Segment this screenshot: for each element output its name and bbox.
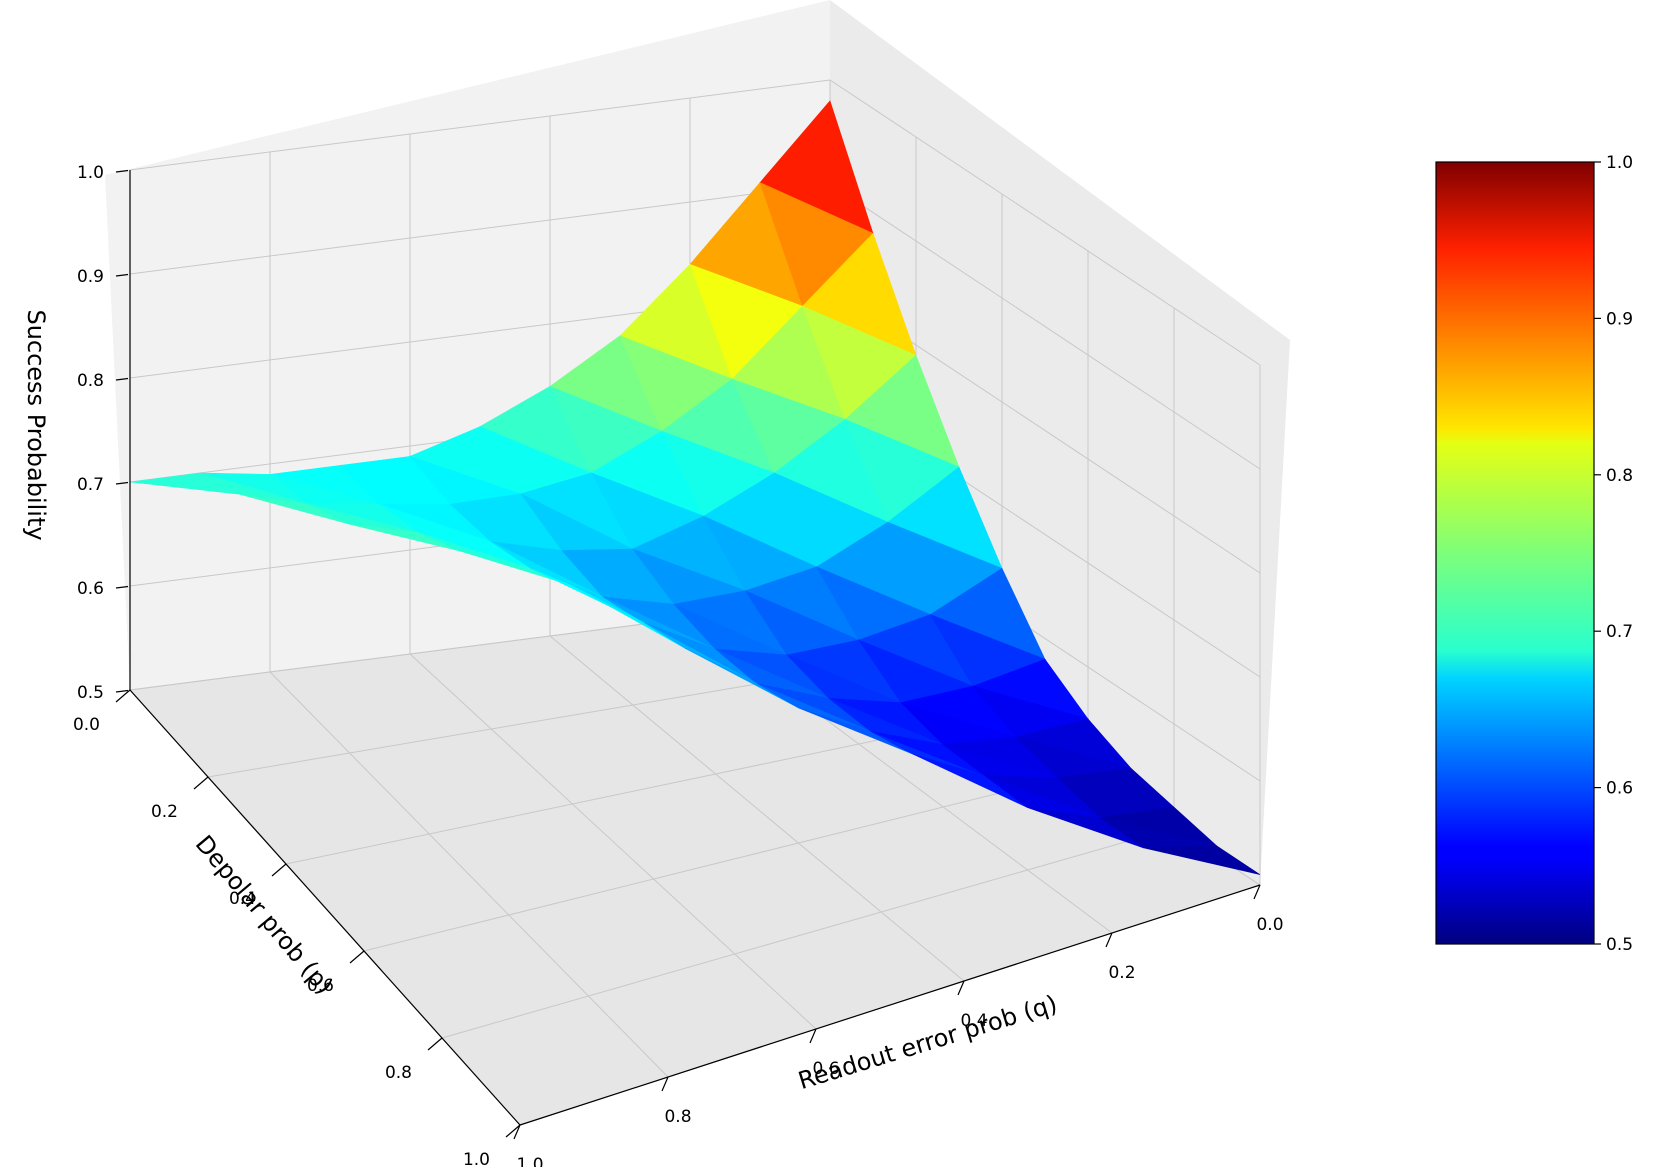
y-tick-label: 0.4 bbox=[229, 889, 256, 909]
y-tick-label: 0.0 bbox=[73, 715, 100, 735]
y-tick-label: 0.8 bbox=[385, 1063, 412, 1083]
z-tick-label: 0.9 bbox=[77, 267, 104, 287]
floor-grid-line bbox=[549, 635, 965, 982]
x-tick-mark bbox=[513, 1124, 521, 1140]
y-tick-mark bbox=[271, 863, 287, 877]
z-tick-mark bbox=[115, 481, 129, 485]
wall-grid-line bbox=[829, 79, 1261, 366]
surface-mesh bbox=[129, 100, 1261, 875]
x-tick-label: 0.6 bbox=[812, 1059, 839, 1079]
wall-grid-line bbox=[129, 79, 831, 171]
colorbar-tick-label: 0.5 bbox=[1606, 935, 1633, 955]
y-tick-mark bbox=[427, 1037, 443, 1051]
x-tick-label: 1.0 bbox=[516, 1155, 543, 1167]
colorbar-tick-label: 0.7 bbox=[1606, 622, 1633, 642]
y-tick-label: 0.6 bbox=[307, 976, 334, 996]
y-tick-label: 1.0 bbox=[463, 1150, 490, 1167]
z-tick-label: 0.6 bbox=[77, 579, 104, 599]
x-axis-line bbox=[519, 884, 1261, 1126]
colorbar-tick-label: 0.9 bbox=[1606, 309, 1633, 329]
z-tick-label: 0.7 bbox=[77, 475, 104, 495]
axis-lines bbox=[115, 169, 1261, 1140]
floor-grid-line bbox=[269, 671, 669, 1078]
wall-grid-line bbox=[129, 183, 831, 275]
floor-grid-line bbox=[363, 770, 1089, 952]
floor-grid-line bbox=[409, 653, 817, 1030]
wall-grid-line bbox=[829, 183, 1261, 470]
z-tick-mark bbox=[115, 585, 129, 589]
z-tick-mark bbox=[115, 377, 129, 381]
z-tick-mark bbox=[115, 169, 129, 173]
y-tick-mark bbox=[193, 776, 209, 790]
x-tick-mark bbox=[661, 1076, 669, 1092]
surface-facet bbox=[1143, 845, 1261, 875]
x-tick-mark bbox=[1105, 932, 1113, 948]
x-tick-mark bbox=[809, 1028, 817, 1044]
colorbar-gradient bbox=[1435, 161, 1595, 945]
colorbar-tick-label: 1.0 bbox=[1606, 153, 1633, 173]
z-tick-label: 1.0 bbox=[77, 163, 104, 183]
x-tick-mark bbox=[957, 980, 965, 996]
y-tick-mark bbox=[349, 950, 365, 964]
x-tick-label: 0.8 bbox=[664, 1107, 691, 1127]
y-tick-mark bbox=[505, 1124, 521, 1138]
x-tick-label: 0.0 bbox=[1256, 915, 1283, 935]
floor-grid-line bbox=[441, 827, 1175, 1039]
x-tick-label: 0.2 bbox=[1108, 963, 1135, 983]
y-tick-mark bbox=[115, 689, 131, 703]
z-axis-label: Success Probability bbox=[22, 309, 50, 540]
z-tick-mark bbox=[115, 689, 129, 693]
z-axis: 0.5 0.6 0.7 0.8 0.9 1.0 Success Probabil… bbox=[22, 163, 104, 703]
z-tick-mark bbox=[115, 273, 129, 277]
x-tick-label: 0.4 bbox=[960, 1011, 987, 1031]
y-axis-line bbox=[129, 689, 521, 1126]
y-tick-label: 0.2 bbox=[151, 802, 178, 822]
colorbar-tick-label: 0.8 bbox=[1606, 466, 1633, 486]
colorbar-tick-label: 0.6 bbox=[1606, 779, 1633, 799]
colorbar: 0.5 0.6 0.7 0.8 0.9 1.0 bbox=[1435, 153, 1633, 955]
z-tick-label: 0.8 bbox=[77, 371, 104, 391]
x-tick-mark bbox=[1253, 884, 1261, 900]
z-tick-label: 0.5 bbox=[77, 683, 104, 703]
